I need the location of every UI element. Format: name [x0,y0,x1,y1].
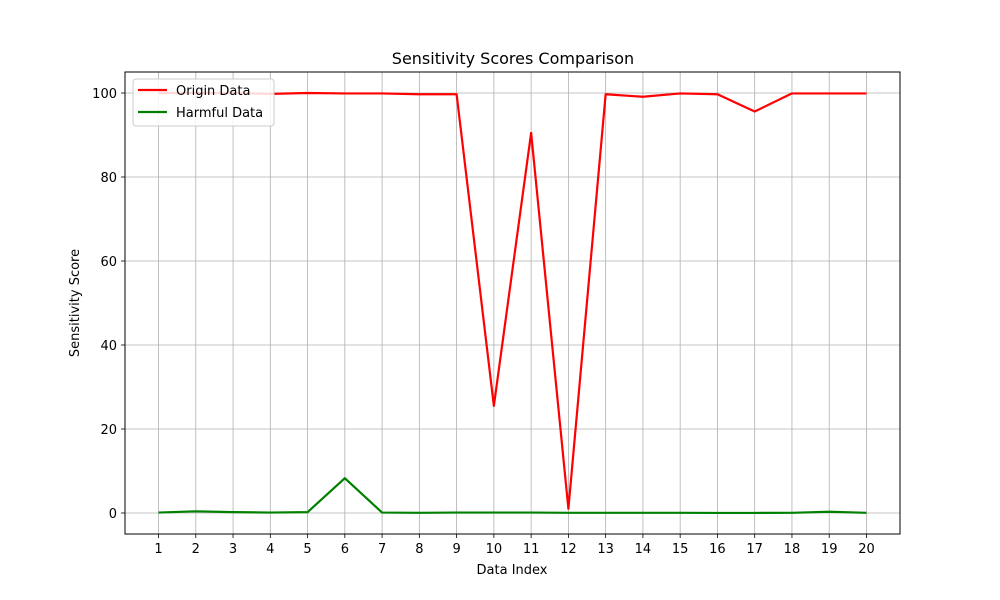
x-axis-label: Data Index [477,563,548,578]
y-tick-label: 40 [100,339,117,354]
legend-box [132,78,275,127]
series-line-2 [158,477,867,515]
y-tick-label: 100 [92,87,117,102]
x-tick-label: 2 [192,542,200,557]
x-tick-label: 15 [672,542,689,557]
y-tick-label: 80 [100,171,117,186]
x-tick-label: 14 [635,542,652,557]
x-tick-label: 8 [415,542,423,557]
x-tick-label: 20 [858,542,875,557]
y-tick-label: 60 [100,255,117,270]
y-axis-label: Sensitivity Score [68,249,83,357]
legend-label-2: Harmful Data [176,106,263,121]
x-tick-label: 6 [341,542,349,557]
y-tick-label: 20 [100,423,117,438]
x-tick-label: 9 [452,542,460,557]
legend-label-1: Origin Data [176,84,250,99]
chart-title: Sensitivity Scores Comparison [392,49,634,68]
x-tick-label: 19 [821,542,838,557]
x-tick-label: 11 [523,542,540,557]
series-line-1 [158,91,867,510]
plot-frame [124,71,901,535]
x-tick-label: 7 [378,542,386,557]
legend: Origin Data Harmful Data [132,78,275,127]
x-tick-label: 3 [229,542,237,557]
x-tick-label: 17 [746,542,763,557]
x-tick-label: 18 [784,542,801,557]
y-tick-label: 0 [109,507,117,522]
x-tick-label: 1 [154,542,162,557]
x-tick-label: 13 [597,542,614,557]
axis-ticks: 1 2 3 4 5 6 7 8 9 10 11 12 13 14 15 16 17 18 19 20020406080… [92,87,875,557]
grid [125,72,900,534]
x-tick-label: 12 [560,542,577,557]
series-group [158,91,867,515]
x-tick-label: 4 [266,542,274,557]
x-tick-label: 16 [709,542,726,557]
x-tick-label: 10 [486,542,503,557]
x-tick-label: 5 [303,542,311,557]
